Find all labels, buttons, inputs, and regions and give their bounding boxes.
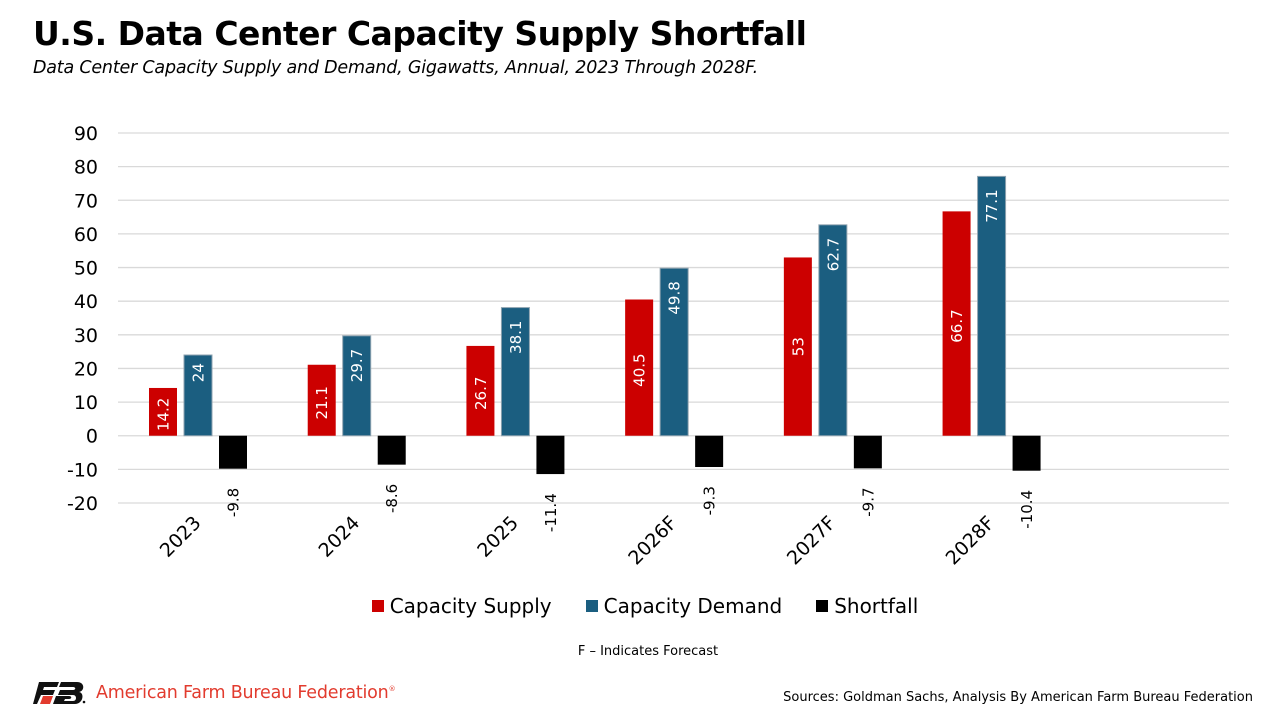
data-label: 24 (190, 363, 208, 382)
y-tick-label: 80 (74, 157, 98, 179)
y-tick-label: 10 (74, 392, 98, 414)
y-tick-label: 60 (74, 224, 98, 246)
sources-text: Sources: Goldman Sachs, Analysis By Amer… (783, 690, 1253, 705)
legend-swatch-capacity-supply (371, 600, 384, 612)
bar-shortfall[interactable] (377, 435, 406, 465)
legend-label: Shortfall (834, 594, 919, 618)
bar-capacity-demand[interactable] (183, 354, 213, 437)
x-tick-label: 2024 (314, 512, 364, 562)
legend-label: Capacity Supply (389, 594, 552, 618)
bar-shortfall[interactable] (853, 435, 882, 469)
y-tick-label: 0 (86, 426, 98, 448)
x-tick-label: 2023 (156, 512, 206, 562)
data-label: 38.1 (507, 321, 525, 354)
afbf-logo: American Farm Bureau Federation® (33, 682, 396, 704)
y-tick-label: -10 (67, 459, 98, 481)
chart-subtitle: Data Center Capacity Supply and Demand, … (33, 58, 759, 78)
x-tick-label: 2026F (624, 512, 681, 569)
legend: Capacity Supply Capacity Demand Shortfal… (0, 594, 1280, 618)
data-label: -9.8 (225, 488, 243, 517)
data-label: 77.1 (983, 189, 1001, 222)
bar-shortfall[interactable] (1012, 435, 1041, 471)
bar-capacity-demand[interactable] (818, 224, 848, 437)
bar-capacity-demand[interactable] (977, 175, 1007, 437)
legend-item-capacity-demand[interactable]: Capacity Demand (585, 594, 783, 618)
data-label: 29.7 (348, 349, 366, 382)
y-axis: 90 80 70 60 50 40 30 20 10 0 -10 -20 (67, 123, 98, 515)
data-label: -8.6 (383, 484, 401, 513)
data-label: -11.4 (542, 493, 560, 532)
forecast-note: F – Indicates Forecast (577, 644, 719, 659)
data-label: 53 (789, 337, 807, 356)
bars (149, 175, 1041, 475)
data-label: 21.1 (313, 386, 331, 419)
organization-name: American Farm Bureau Federation® (96, 683, 396, 703)
y-tick-label: 30 (74, 325, 98, 347)
bar-capacity-demand[interactable] (500, 307, 530, 437)
x-tick-label: 2028F (942, 512, 999, 569)
bar-capacity-supply[interactable] (466, 345, 495, 436)
chart-title: U.S. Data Center Capacity Supply Shortfa… (33, 14, 807, 53)
bar-capacity-demand[interactable] (342, 335, 372, 437)
bar-shortfall[interactable] (695, 435, 724, 468)
data-label: -9.3 (701, 486, 719, 515)
legend-swatch-shortfall (816, 600, 829, 612)
x-tick-label: 2025 (473, 512, 523, 562)
registered-mark: ® (388, 685, 396, 694)
bar-capacity-supply[interactable] (307, 364, 336, 436)
y-tick-label: 90 (74, 123, 98, 145)
legend-item-shortfall[interactable]: Shortfall (816, 594, 918, 618)
x-axis: 2023 2024 2025 2026F 2027F 2028F (156, 512, 999, 569)
bar-shortfall[interactable] (219, 435, 247, 469)
organization-name-text: American Farm Bureau Federation (96, 683, 389, 703)
data-label: 40.5 (631, 353, 649, 386)
legend-item-capacity-supply[interactable]: Capacity Supply (371, 594, 552, 618)
fb-logo-icon (33, 682, 86, 704)
data-label: 49.8 (666, 281, 684, 314)
bar-capacity-supply[interactable] (783, 257, 812, 436)
y-tick-label: 50 (74, 258, 98, 280)
bar-shortfall[interactable] (536, 435, 565, 475)
bar-capacity-supply[interactable] (942, 211, 971, 436)
bar-capacity-demand[interactable] (659, 267, 689, 437)
x-tick-label: 2027F (783, 512, 840, 569)
legend-label: Capacity Demand (603, 594, 783, 618)
y-tick-label: 40 (74, 291, 98, 313)
data-label: -9.7 (859, 487, 877, 516)
data-label: 66.7 (948, 309, 966, 342)
bar-capacity-supply[interactable] (625, 299, 654, 436)
bar-capacity-supply[interactable] (149, 387, 177, 436)
data-labels: 14.2 24 -9.8 21.1 29.7 -8.6 26.7 38.1 -11.4 40.5 4… (155, 189, 1037, 532)
legend-swatch-capacity-demand (585, 600, 598, 612)
data-label: 14.2 (155, 398, 173, 431)
bar-chart: 90 80 70 60 50 40 30 20 10 0 -10 -20 14.2 24 -9.8 21.1… (67, 123, 1229, 569)
y-tick-label: 70 (74, 190, 98, 212)
data-label: 26.7 (472, 377, 490, 410)
data-label: 62.7 (824, 238, 842, 271)
y-tick-label: 20 (74, 358, 98, 380)
data-label: -10.4 (1018, 490, 1036, 529)
y-tick-label: -20 (67, 493, 98, 515)
